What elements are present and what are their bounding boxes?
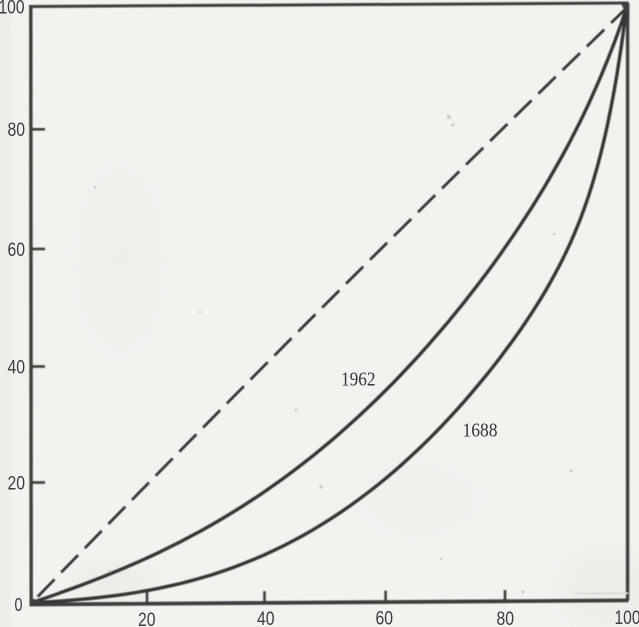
svg-text:40: 40 (257, 608, 275, 627)
svg-text:80: 80 (497, 608, 515, 627)
svg-text:40: 40 (8, 357, 26, 379)
svg-text:100: 100 (0, 0, 25, 19)
svg-text:0: 0 (15, 594, 23, 615)
svg-text:1688: 1688 (463, 420, 498, 442)
svg-text:60: 60 (8, 239, 26, 261)
svg-text:20: 20 (138, 609, 156, 627)
svg-text:20: 20 (8, 473, 26, 495)
svg-text:60: 60 (376, 608, 394, 627)
svg-text:1962: 1962 (341, 369, 376, 391)
svg-text:80: 80 (8, 119, 26, 141)
svg-text:100: 100 (615, 607, 639, 627)
